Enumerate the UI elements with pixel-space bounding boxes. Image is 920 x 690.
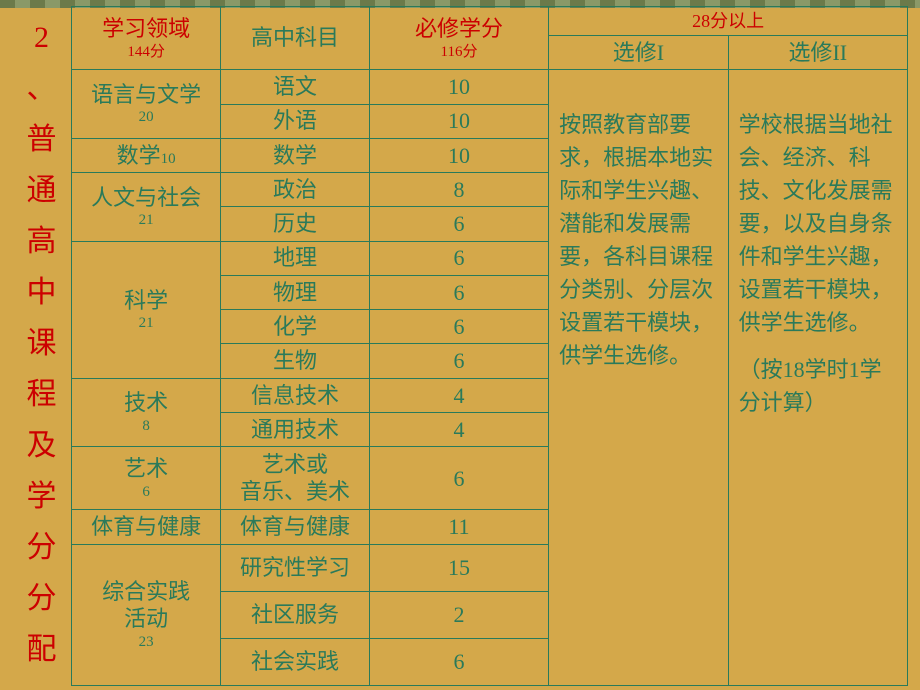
subject-cell: 政治 — [221, 173, 370, 207]
title-char: 课 — [12, 329, 71, 359]
title-char: 2 — [12, 23, 71, 53]
title-char: 学 — [12, 482, 71, 512]
subject-cell: 地理 — [221, 241, 370, 275]
credit-cell: 6 — [369, 447, 548, 510]
domain-score: 20 — [76, 108, 216, 127]
title-char: 普 — [12, 125, 71, 155]
domain-pe: 体育与健康 — [72, 510, 221, 544]
domain-science: 科学 21 — [72, 241, 221, 378]
domain-score: 8 — [76, 417, 216, 436]
subject-cell: 语文 — [221, 70, 370, 104]
domain-score: 23 — [76, 633, 216, 652]
domain-label: 综合实践 活动 — [102, 579, 190, 632]
credit-cell: 6 — [369, 275, 548, 309]
title-char: 高 — [12, 227, 71, 257]
hdr-subject: 高中科目 — [221, 7, 370, 70]
credit-cell: 6 — [369, 638, 548, 685]
credit-table: 学习领域 144分 高中科目 必修学分 116分 28分以上 选修I 选修II … — [72, 6, 908, 686]
credit-cell: 11 — [369, 510, 548, 544]
credit-cell: 8 — [369, 173, 548, 207]
domain-score: 10 — [161, 151, 176, 167]
domain-label: 艺术 — [124, 456, 168, 481]
subject-cell: 历史 — [221, 207, 370, 241]
subject-cell: 研究性学习 — [221, 544, 370, 591]
credit-cell: 2 — [369, 591, 548, 638]
subject-cell: 生物 — [221, 344, 370, 378]
domain-label: 人文与社会 — [91, 185, 201, 210]
title-char: 程 — [12, 380, 71, 410]
credit-cell: 6 — [369, 344, 548, 378]
hdr-elective1: 选修I — [549, 36, 728, 70]
subject-cell: 艺术或 音乐、美术 — [221, 447, 370, 510]
domain-humanities: 人文与社会 21 — [72, 173, 221, 242]
subject-cell: 信息技术 — [221, 378, 370, 412]
subject-cell: 物理 — [221, 275, 370, 309]
subject-cell: 体育与健康 — [221, 510, 370, 544]
hdr-domain-score: 144分 — [76, 43, 216, 62]
elective2-note: （按18学时1学分计算） — [739, 357, 882, 415]
credit-cell: 10 — [369, 104, 548, 138]
elective1-desc: 按照教育部要求，根据本地实际和学生兴趣、潜能和发展需要，各科目课程分类别、分层次… — [549, 70, 728, 686]
credit-cell: 4 — [369, 412, 548, 446]
domain-label: 语言与文学 — [91, 82, 201, 107]
subject-cell: 通用技术 — [221, 412, 370, 446]
domain-math: 数学10 — [72, 138, 221, 172]
title-char: 分 — [12, 533, 71, 563]
title-char: 中 — [12, 278, 71, 308]
domain-score: 6 — [76, 483, 216, 502]
credit-cell: 6 — [369, 241, 548, 275]
domain-lang: 语言与文学 20 — [72, 70, 221, 139]
elective1-text: 按照教育部要求，根据本地实际和学生兴趣、潜能和发展需要，各科目课程分类别、分层次… — [559, 78, 717, 372]
hdr-required: 必修学分 116分 — [369, 7, 548, 70]
domain-label: 科学 — [124, 288, 168, 313]
credit-cell: 15 — [369, 544, 548, 591]
title-char: 分 — [12, 584, 71, 614]
domain-art: 艺术 6 — [72, 447, 221, 510]
credit-cell: 4 — [369, 378, 548, 412]
title-vertical: 2 、 普 通 高 中 课 程 及 学 分 分 配 — [12, 6, 72, 686]
title-char: 配 — [12, 635, 71, 665]
subject-cell: 社会实践 — [221, 638, 370, 685]
hdr-domain: 学习领域 144分 — [72, 7, 221, 70]
domain-tech: 技术 8 — [72, 378, 221, 447]
domain-label: 技术 — [124, 390, 168, 415]
domain-score: 21 — [76, 314, 216, 333]
subject-cell: 外语 — [221, 104, 370, 138]
domain-score: 21 — [76, 211, 216, 230]
hdr-domain-label: 学习领域 — [102, 16, 190, 41]
subject-cell: 化学 — [221, 310, 370, 344]
title-char: 及 — [12, 431, 71, 461]
table-row: 语言与文学 20 语文 10 按照教育部要求，根据本地实际和学生兴趣、潜能和发展… — [72, 70, 908, 104]
elective2-text: 学校根据当地社会、经济、科技、文化发展需要，以及自身条件和学生兴趣，设置若干模块… — [739, 112, 893, 335]
domain-practice: 综合实践 活动 23 — [72, 544, 221, 685]
credit-cell: 6 — [369, 207, 548, 241]
hdr-over28: 28分以上 — [549, 7, 908, 36]
subject-cell: 数学 — [221, 138, 370, 172]
elective2-desc: 学校根据当地社会、经济、科技、文化发展需要，以及自身条件和学生兴趣，设置若干模块… — [728, 70, 907, 686]
hdr-required-label: 必修学分 — [415, 16, 503, 41]
title-char: 、 — [12, 74, 71, 104]
hdr-required-score: 116分 — [374, 43, 544, 62]
domain-label: 数学 — [117, 143, 161, 168]
hdr-elective2: 选修II — [728, 36, 907, 70]
title-char: 通 — [12, 176, 71, 206]
credit-cell: 10 — [369, 138, 548, 172]
credit-cell: 10 — [369, 70, 548, 104]
credit-cell: 6 — [369, 310, 548, 344]
header-row-1: 学习领域 144分 高中科目 必修学分 116分 28分以上 — [72, 7, 908, 36]
subject-cell: 社区服务 — [221, 591, 370, 638]
